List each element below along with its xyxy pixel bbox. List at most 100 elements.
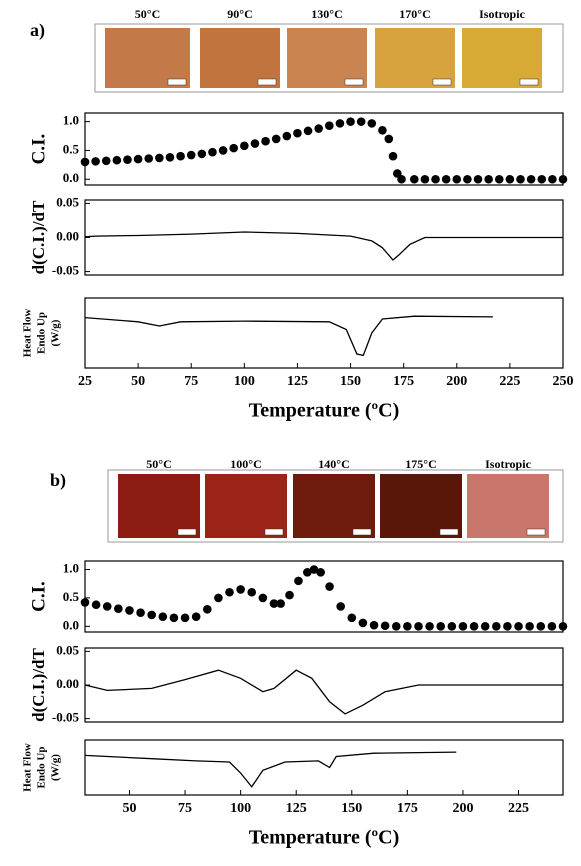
micrograph [200,28,280,88]
y-tick-label: 0.0 [63,170,79,185]
data-point [388,151,398,161]
data-point [380,621,390,631]
data-point [229,143,239,153]
data-point [125,606,134,615]
data-point [147,610,156,620]
data-point [325,582,334,591]
micrograph [467,474,549,538]
image-label: 50°C [135,7,160,21]
data-point [176,151,185,161]
micrograph [105,28,190,88]
data-point [447,622,457,631]
image-label: 130°C [311,7,342,21]
data-point [218,146,228,155]
y-axis-title: (W/g) [50,754,62,781]
data-point [123,155,132,164]
data-line [84,315,493,357]
scale-bar [177,528,197,536]
data-point [314,124,323,133]
scale-bar [352,528,372,536]
data-point [80,157,90,167]
image-label: 170°C [399,7,430,21]
data-point [225,587,234,597]
data-point [409,174,419,184]
y-tick-label: 0.00 [56,676,79,691]
data-point [492,622,501,631]
x-tick-label: 50 [122,801,136,816]
x-tick-label: 225 [508,801,529,816]
micrograph [380,474,462,538]
x-tick-label: 75 [184,374,198,389]
y-tick-label: 0.05 [56,194,79,209]
x-tick-label: 25 [78,374,92,389]
data-point [102,602,112,611]
y-tick-label: -0.05 [52,263,80,278]
data-point [384,134,394,144]
micrograph [118,474,200,538]
y-axis-title: Heat Flow [22,309,34,358]
image-label: 50°C [146,457,171,471]
x-tick-label: 200 [452,801,473,816]
data-point [358,618,368,628]
y-tick-label: -0.05 [52,710,80,725]
y-axis-title: C.I. [28,134,49,165]
data-point [165,153,175,162]
data-point [276,599,285,608]
y-tick-label: 0.05 [56,642,79,657]
x-tick-label: 200 [446,374,467,389]
data-point [505,174,515,184]
panel-label: a) [30,20,45,41]
micrograph [205,474,287,538]
data-point [346,117,355,126]
data-point [261,136,270,146]
data-point [441,174,451,184]
data-point [303,568,312,577]
data-point [316,568,325,577]
scale-bar [264,528,284,536]
x-axis-title: Temperature (ºC) [249,400,399,422]
x-tick-label: 125 [287,374,308,389]
data-point [91,157,100,166]
x-axis-title: Temperature (ºC) [249,827,399,849]
data-point [285,590,294,600]
y-tick-label: 0.00 [56,228,79,243]
data-point [537,174,547,184]
data-point [269,599,279,608]
image-label: Isotropic [485,457,531,471]
data-point [452,174,462,184]
data-point [114,604,123,614]
data-point [186,150,196,160]
scale-bar [432,78,452,86]
y-axis-title: C.I. [28,581,49,612]
data-point [293,128,302,138]
data-point [473,174,483,184]
micrograph [375,28,455,88]
data-point [247,587,257,597]
x-tick-label: 175 [393,374,414,389]
x-tick-label: 225 [499,374,520,389]
y-tick-label: 0.5 [63,589,80,604]
data-point [369,620,379,630]
data-point [525,622,534,631]
data-point [463,174,472,184]
x-tick-label: 75 [178,801,192,816]
data-point [303,126,313,136]
data-point [136,608,145,617]
image-label: 90°C [227,7,252,21]
data-point [294,576,303,586]
scale-bar [257,78,277,86]
scale-bar [439,528,459,536]
y-axis-title: d(C.I.)/dT [29,647,48,721]
data-point [197,149,207,159]
data-point [436,622,446,631]
x-tick-label: 175 [397,801,418,816]
micrograph [287,28,367,88]
data-point [558,622,568,631]
x-tick-label: 100 [234,374,255,389]
plot-frame [84,297,564,369]
data-point [144,154,154,163]
y-axis-title: d(C.I.)/dT [29,200,48,274]
data-point [425,622,434,631]
data-point [514,622,523,631]
